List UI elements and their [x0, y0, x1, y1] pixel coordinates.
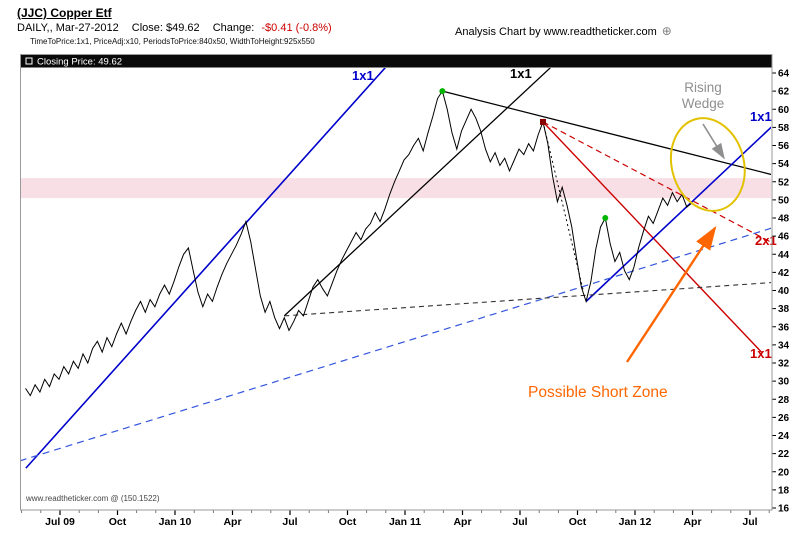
swing-marker — [439, 88, 446, 95]
y-axis-label: 54 — [778, 159, 790, 170]
short-zone-arrow — [625, 225, 717, 363]
trend-line-long-term-support-dashed — [21, 227, 771, 462]
trend-line-1x1-down-from-2011-top — [542, 121, 763, 353]
y-axis-label: 30 — [778, 377, 790, 388]
legend-bar — [21, 55, 772, 68]
y-axis-label: 44 — [778, 250, 790, 261]
globe-icon: ⊕ — [661, 24, 672, 38]
trend-line-label-1x1-down-from-2011-top: 1x1 — [750, 346, 772, 361]
x-axis-label: Jan 10 — [159, 516, 192, 528]
y-axis-label: 50 — [778, 195, 790, 206]
watermark: www.readtheticker.com @ (150.1522) — [26, 494, 160, 503]
y-axis-label: 64 — [778, 69, 790, 80]
price-series — [25, 89, 692, 397]
trend-line-swing-dotted-2011-decline — [542, 121, 584, 291]
x-axis-label: Oct — [569, 516, 587, 528]
legend-label: Closing Price: 49.62 — [37, 57, 122, 68]
x-axis-label: Jul — [512, 516, 527, 528]
quote-change-label: Change: — [212, 22, 255, 34]
x-axis-label: Jan 11 — [389, 516, 421, 528]
y-axis-label: 20 — [778, 467, 790, 478]
x-axis-label: Apr — [683, 516, 701, 528]
x-axis-label: Jul — [742, 516, 757, 528]
trend-line-label-1x1-up-from-oct-2011-low: 1x1 — [750, 109, 772, 124]
y-axis-label: 48 — [778, 214, 790, 225]
y-axis-label: 26 — [778, 413, 790, 424]
plot-frame — [20, 54, 773, 511]
swing-marker — [540, 118, 547, 125]
x-axis-label: Oct — [339, 516, 357, 528]
quote-line: DAILY,, Mar-27-2012 Close: $49.62 Change… — [17, 22, 338, 34]
y-axis-label: 46 — [778, 232, 790, 243]
y-axis-label: 34 — [778, 340, 790, 351]
trend-line-label-1x1-up-from-2009-low: 1x1 — [352, 68, 374, 83]
y-axis-label: 60 — [778, 105, 790, 116]
legend-swatch — [25, 57, 33, 65]
trend-line-1x1-up-from-oct-2011-low — [585, 126, 771, 302]
attribution: Analysis Chart by www.readtheticker.com ⊕ — [455, 24, 672, 38]
quote-close: Close: $49.62 — [131, 22, 200, 34]
chart-settings-line: TimeToPrice:1x1, PriceAdj:x10, PeriodsTo… — [30, 37, 315, 46]
y-axis-label: 58 — [778, 123, 790, 134]
annotation-possible-short-zone: Possible Short Zone — [528, 384, 668, 401]
attribution-text: Analysis Chart by www.readtheticker.com — [455, 26, 657, 38]
annotation-rising-wedge: Rising Wedge — [681, 80, 725, 111]
y-axis-label: 38 — [778, 304, 790, 315]
x-axis-label: Oct — [109, 516, 127, 528]
y-axis-label: 24 — [778, 431, 790, 442]
trend-line-support-dashed-from-2010-low — [284, 282, 771, 317]
y-axis-label: 32 — [778, 359, 790, 370]
y-axis-label: 62 — [778, 87, 790, 98]
x-axis-label: Jul — [282, 516, 297, 528]
page-title: (JJC) Copper Etf — [17, 6, 112, 20]
y-axis-label: 18 — [778, 485, 790, 496]
y-axis-label: 52 — [778, 177, 790, 188]
y-axis-label: 42 — [778, 268, 790, 279]
trend-line-1x1-up-from-2009-low — [25, 68, 387, 469]
y-axis-label: 22 — [778, 449, 790, 460]
trend-line-1x1-up-from-2010-low — [283, 68, 552, 317]
y-axis-label: 56 — [778, 141, 790, 152]
y-axis-label: 16 — [778, 504, 790, 515]
rising-wedge-arrow — [702, 123, 725, 160]
y-axis-label: 40 — [778, 286, 790, 297]
x-axis-label: Apr — [223, 516, 241, 528]
price-band — [21, 178, 771, 199]
quote-timeframe-date: DAILY,, Mar-27-2012 — [17, 22, 119, 34]
trend-line-label-1x1-up-from-2010-low: 1x1 — [510, 66, 532, 81]
swing-marker — [602, 215, 609, 221]
trend-line-2x1-down-from-2011-top — [542, 121, 771, 243]
trend-line-resistance-from-2011-top — [442, 90, 771, 176]
x-axis-label: Jan 12 — [619, 516, 652, 528]
y-axis-label: 28 — [778, 395, 790, 406]
quote-change-value: -$0.41 (-0.8%) — [261, 22, 332, 34]
trend-line-label-2x1-down-from-2011-top: 2x1 — [755, 233, 777, 248]
y-axis-label: 36 — [778, 322, 790, 333]
x-axis-label: Apr — [453, 516, 471, 528]
x-axis-label: Jul 09 — [45, 516, 75, 528]
wedge-ellipse — [669, 117, 746, 212]
